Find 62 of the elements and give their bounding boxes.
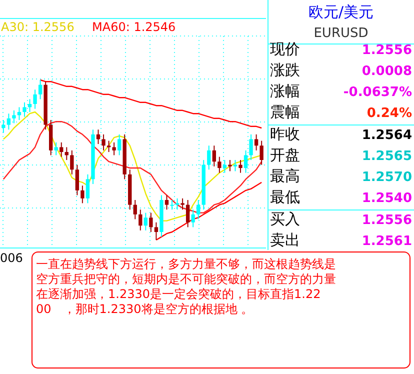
text: 006 bbox=[0, 251, 23, 265]
candlestick bbox=[133, 200, 137, 220]
candlestick bbox=[60, 142, 64, 158]
candlestick bbox=[149, 212, 153, 232]
candlestick bbox=[54, 142, 58, 156]
candlestick bbox=[144, 212, 148, 231]
category-label: 买入 bbox=[270, 210, 300, 228]
candlestick bbox=[80, 185, 84, 204]
candlestick bbox=[186, 200, 190, 228]
candlestick bbox=[164, 194, 169, 210]
candlestick bbox=[22, 102, 26, 118]
candlestick bbox=[138, 209, 142, 231]
candlestick bbox=[154, 222, 158, 240]
candlestick bbox=[170, 200, 174, 210]
text: A30: 1.2556 bbox=[1, 20, 74, 34]
category-label: 昨收 bbox=[270, 125, 300, 143]
candlestick bbox=[117, 134, 122, 156]
candlestick bbox=[207, 145, 211, 170]
candlestick bbox=[2, 120, 6, 134]
text: 一直在趋势线下方运行，多方力量不够，而这根趋势线是空方重兵把守的，短期内是不可能突破的，而空方的力量在逐渐加强，1.2330是一定会突破的，目标直指1.2200 ，那时1.2330将是空方的根据地 。 bbox=[36, 257, 336, 316]
text: 欧元/美元 bbox=[308, 3, 374, 21]
text: EURUSD bbox=[314, 26, 368, 41]
category-label: 最低 bbox=[270, 188, 300, 206]
candlestick bbox=[218, 156, 222, 174]
candlestick bbox=[249, 134, 253, 160]
category-label: 卖出 bbox=[270, 231, 300, 249]
candlestick bbox=[254, 134, 258, 151]
data-label: 1.2570 bbox=[362, 170, 412, 185]
data-label: -0.0637% bbox=[343, 85, 412, 100]
candlestick bbox=[33, 89, 37, 110]
candlestick bbox=[38, 80, 42, 100]
candlestick bbox=[196, 200, 200, 220]
category-label: 涨幅 bbox=[270, 82, 300, 100]
candlestick bbox=[70, 150, 74, 175]
candlestick bbox=[260, 140, 264, 166]
data-label: 1.2540 bbox=[362, 191, 412, 206]
data-label: 1.2561 bbox=[362, 234, 412, 249]
candlestick bbox=[75, 164, 80, 196]
candlestick bbox=[244, 150, 248, 174]
data-label: 1.2556 bbox=[362, 213, 412, 228]
candlestick bbox=[175, 198, 180, 210]
candlestick bbox=[112, 142, 116, 156]
data-label: 1.2556 bbox=[362, 43, 412, 58]
category-label: 最高 bbox=[270, 167, 300, 185]
text: MA60: 1.2546 bbox=[92, 20, 176, 34]
candlestick bbox=[6, 113, 11, 130]
candlestick bbox=[191, 209, 195, 228]
category-label: 震幅 bbox=[270, 103, 300, 121]
category-label: 现价 bbox=[270, 40, 300, 58]
data-label: 0.0008 bbox=[362, 64, 412, 79]
data-label: 1.2565 bbox=[362, 149, 412, 164]
candlestick bbox=[102, 134, 106, 151]
candlestick bbox=[228, 160, 232, 172]
candlestick bbox=[12, 110, 16, 124]
candlestick bbox=[180, 198, 184, 210]
category-label: 涨跌 bbox=[270, 61, 300, 79]
candlestick bbox=[238, 160, 242, 174]
category-label: 开盘 bbox=[270, 146, 300, 164]
candlestick bbox=[212, 145, 216, 167]
candlestick bbox=[86, 174, 90, 204]
data-label: 1.2564 bbox=[362, 128, 412, 143]
data-label: 0.24% bbox=[366, 106, 412, 121]
